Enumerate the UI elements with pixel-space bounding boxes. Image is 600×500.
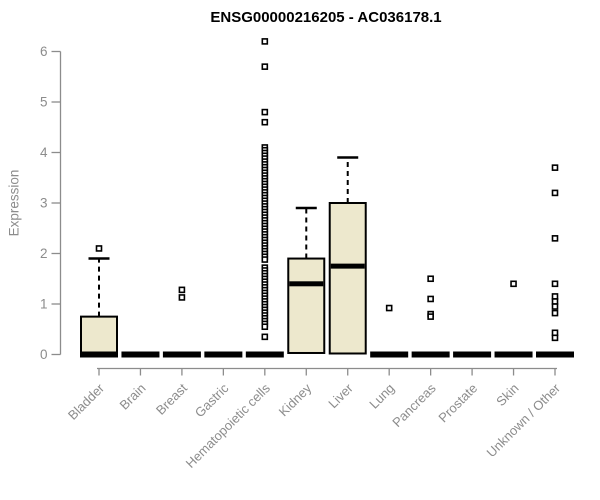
- x-category-label: Bladder: [65, 380, 108, 423]
- collapsed-box: [411, 351, 450, 358]
- outlier-point: [178, 294, 186, 301]
- chart-title: ENSG00000216205 - AC036178.1: [210, 9, 442, 26]
- box-body: [80, 315, 118, 356]
- outlier-point: [261, 323, 269, 331]
- box-body: [287, 257, 326, 354]
- y-tick-label: 1: [40, 297, 48, 312]
- y-tick-label: 4: [40, 145, 48, 160]
- outlier-point: [261, 38, 269, 45]
- collapsed-box: [162, 351, 201, 358]
- box-group-pancreas: [411, 275, 450, 358]
- box-group-hematopoietic-cells: [245, 38, 284, 358]
- outlier-point: [178, 286, 186, 294]
- box-group-breast: [162, 286, 201, 358]
- box-group-skin: [494, 280, 533, 358]
- outlier-point: [427, 313, 434, 320]
- outlier-point: [427, 295, 434, 303]
- outlier-point: [261, 333, 269, 341]
- x-category-label: Unknown / Other: [484, 380, 564, 460]
- outlier-point: [551, 235, 559, 242]
- outlier-point: [551, 303, 559, 310]
- collapsed-box: [245, 351, 284, 358]
- median-line: [80, 351, 118, 358]
- x-category-label: Lung: [366, 381, 397, 412]
- box-group-unknown-other: [536, 164, 574, 358]
- box-group-lung: [370, 304, 409, 358]
- x-category-label: Pancreas: [389, 380, 439, 430]
- collapsed-box: [204, 351, 243, 358]
- outlier-point: [510, 280, 517, 288]
- x-category-label: Brain: [117, 381, 149, 413]
- box-group-bladder: [80, 245, 118, 358]
- x-category-label: Liver: [325, 380, 356, 411]
- box-group-kidney: [287, 206, 326, 354]
- outlier-point: [261, 108, 269, 116]
- x-category-label: Breast: [153, 380, 190, 417]
- median-line: [289, 281, 324, 287]
- x-category-label: Gastric: [192, 380, 232, 420]
- outlier-point: [551, 334, 559, 342]
- collapsed-box: [121, 351, 160, 358]
- box-group-brain: [121, 351, 160, 358]
- x-category-label: Prostate: [435, 381, 480, 426]
- outlier-point: [551, 280, 559, 288]
- outlier-point: [551, 164, 559, 171]
- y-tick-label: 0: [40, 347, 48, 362]
- box-group-prostate: [453, 351, 492, 358]
- x-category-label: Skin: [493, 381, 521, 409]
- y-tick-label: 6: [40, 44, 48, 59]
- outlier-point: [551, 189, 559, 197]
- x-category-label: Kidney: [276, 380, 315, 419]
- y-tick-label: 5: [40, 95, 48, 110]
- box-group-liver: [328, 156, 367, 355]
- outlier-point: [385, 304, 393, 312]
- outlier-point: [427, 275, 434, 283]
- outlier-point: [551, 309, 559, 317]
- box-body: [328, 202, 367, 355]
- box-group-gastric: [204, 351, 243, 358]
- collapsed-box: [536, 351, 574, 358]
- y-tick-label: 3: [40, 196, 48, 211]
- outlier-point: [261, 256, 269, 263]
- outlier-point: [261, 63, 269, 70]
- collapsed-box: [370, 351, 409, 358]
- median-line: [330, 263, 365, 269]
- outlier-point: [95, 245, 103, 252]
- collapsed-box: [453, 351, 492, 358]
- outlier-point: [551, 293, 559, 300]
- outlier-point: [261, 118, 269, 126]
- collapsed-box: [494, 351, 533, 358]
- y-tick-label: 2: [40, 246, 48, 261]
